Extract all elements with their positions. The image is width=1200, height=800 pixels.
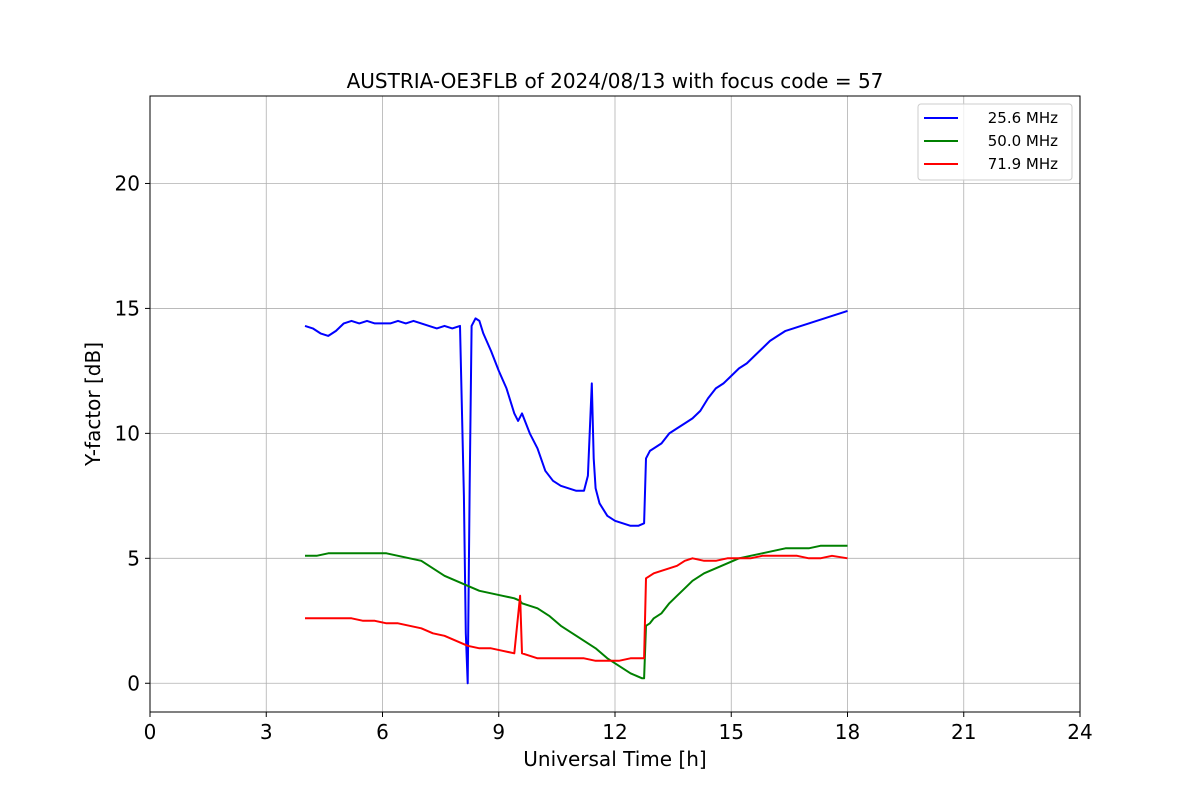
y-tick-label: 15	[115, 296, 140, 320]
y-ticks: 0 5 10 15 20	[115, 171, 150, 695]
x-tick-label: 3	[260, 720, 273, 744]
x-tick-label: 0	[144, 720, 157, 744]
x-tick-label: 12	[602, 720, 627, 744]
legend-box	[917, 103, 1073, 181]
legend-label: 25.6 MHz	[988, 109, 1058, 127]
legend-label: 71.9 MHz	[988, 155, 1058, 173]
series-line	[304, 309, 848, 685]
x-tick-label: 6	[376, 720, 389, 744]
legend: 25.6 MHz 50.0 MHz 71.9 MHz	[917, 103, 1073, 181]
x-ticks: 0 3 6 9 12 15 18 21 24	[144, 712, 1093, 744]
x-tick-label: 24	[1067, 720, 1092, 744]
y-axis-label: Y-factor [dB]	[81, 342, 105, 467]
y-tick-label: 0	[127, 671, 140, 695]
x-tick-label: 9	[492, 720, 505, 744]
x-axis-label: Universal Time [h]	[523, 747, 706, 771]
x-tick-label: 18	[835, 720, 860, 744]
y-tick-label: 5	[127, 546, 140, 570]
legend-label: 50.0 MHz	[988, 132, 1058, 150]
series-line	[305, 554, 848, 662]
series-layer	[304, 309, 848, 685]
x-tick-label: 21	[951, 720, 976, 744]
x-tick-label: 15	[719, 720, 744, 744]
y-tick-label: 10	[115, 421, 140, 445]
y-tick-label: 20	[115, 171, 140, 195]
series-25-6-mhz	[304, 309, 848, 685]
chart-title: AUSTRIA-OE3FLB of 2024/08/13 with focus …	[347, 69, 884, 93]
series-71-9-mhz	[305, 554, 848, 662]
